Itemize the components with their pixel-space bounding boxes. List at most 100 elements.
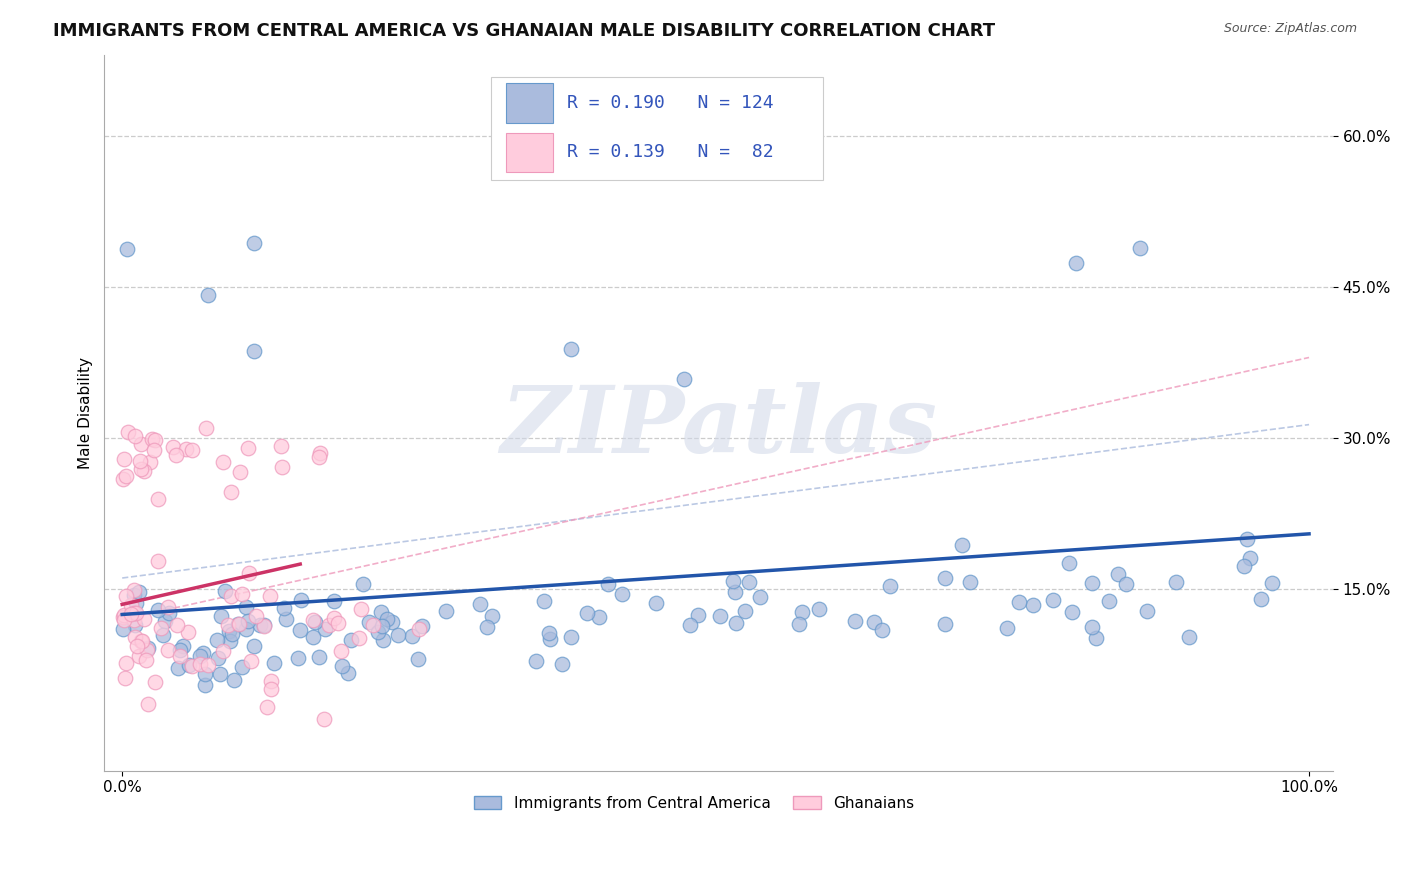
Point [401, 629, 423, 643]
Point [1250, 592, 1272, 607]
Point [197, 288, 219, 302]
Point [146, 554, 169, 568]
Point [304, 615, 326, 630]
Point [359, 615, 381, 629]
Point [1062, 605, 1084, 619]
Point [352, 577, 374, 591]
Point [228, 617, 250, 632]
Point [323, 594, 346, 608]
Point [245, 609, 267, 624]
Point [371, 632, 394, 647]
Point [1081, 619, 1104, 633]
Point [308, 649, 330, 664]
Point [560, 342, 582, 356]
Point [136, 640, 159, 655]
Point [340, 632, 363, 647]
Point [114, 468, 136, 483]
Point [169, 648, 191, 663]
Point [808, 602, 831, 616]
Point [470, 597, 492, 611]
Point [124, 429, 146, 443]
Point [129, 454, 152, 468]
Text: IMMIGRANTS FROM CENTRAL AMERICA VS GHANAIAN MALE DISABILITY CORRELATION CHART: IMMIGRANTS FROM CENTRAL AMERICA VS GHANA… [53, 22, 995, 40]
Point [174, 442, 197, 457]
Point [301, 613, 323, 627]
Point [238, 566, 260, 580]
Point [934, 571, 956, 585]
Point [188, 657, 211, 671]
Point [157, 642, 180, 657]
Point [1233, 559, 1256, 574]
Point [214, 584, 236, 599]
Point [112, 451, 135, 466]
Point [686, 607, 709, 622]
Point [863, 615, 886, 629]
Point [950, 538, 973, 552]
Point [152, 628, 174, 642]
Point [734, 604, 756, 618]
Point [322, 611, 344, 625]
Point [141, 432, 163, 446]
Point [128, 649, 150, 664]
Point [538, 632, 561, 647]
Point [218, 624, 240, 638]
Point [122, 583, 145, 598]
Point [114, 590, 136, 604]
Text: R = 0.190   N = 124: R = 0.190 N = 124 [568, 94, 775, 112]
Point [350, 602, 373, 616]
Point [259, 589, 281, 603]
Point [157, 606, 180, 620]
Point [381, 615, 404, 629]
Point [1166, 575, 1188, 590]
Point [263, 657, 285, 671]
Point [236, 441, 259, 455]
Point [112, 622, 135, 636]
Point [367, 625, 389, 640]
Point [1057, 556, 1080, 570]
Point [1098, 593, 1121, 607]
Point [169, 642, 191, 657]
Point [205, 632, 228, 647]
Point [112, 610, 135, 624]
Point [112, 613, 135, 627]
Point [243, 344, 266, 359]
Point [114, 671, 136, 685]
Point [156, 600, 179, 615]
Point [290, 593, 312, 607]
Point [787, 617, 810, 632]
Point [124, 588, 146, 602]
Point [120, 607, 142, 622]
Point [738, 575, 761, 590]
Point [231, 587, 253, 601]
Point [207, 651, 229, 665]
Point [209, 608, 232, 623]
Point [995, 622, 1018, 636]
FancyBboxPatch shape [506, 83, 553, 123]
Point [235, 599, 257, 614]
Point [231, 660, 253, 674]
Point [576, 606, 599, 620]
Point [136, 698, 159, 712]
Point [226, 617, 249, 632]
Point [253, 618, 276, 632]
Point [308, 450, 330, 464]
Point [194, 678, 217, 692]
Point [179, 657, 201, 672]
Point [143, 442, 166, 457]
Legend: Immigrants from Central America, Ghanaians: Immigrants from Central America, Ghanaia… [468, 789, 921, 817]
Point [1129, 240, 1152, 254]
Point [1236, 532, 1258, 546]
Point [406, 652, 429, 666]
Point [193, 647, 215, 661]
Point [349, 632, 371, 646]
Point [645, 596, 668, 610]
Text: R = 0.139   N =  82: R = 0.139 N = 82 [568, 144, 775, 161]
Point [551, 657, 574, 671]
Point [219, 589, 242, 603]
Point [411, 618, 433, 632]
Point [596, 577, 619, 591]
Point [748, 591, 770, 605]
Point [314, 622, 336, 636]
Point [434, 604, 457, 618]
Point [253, 618, 276, 632]
